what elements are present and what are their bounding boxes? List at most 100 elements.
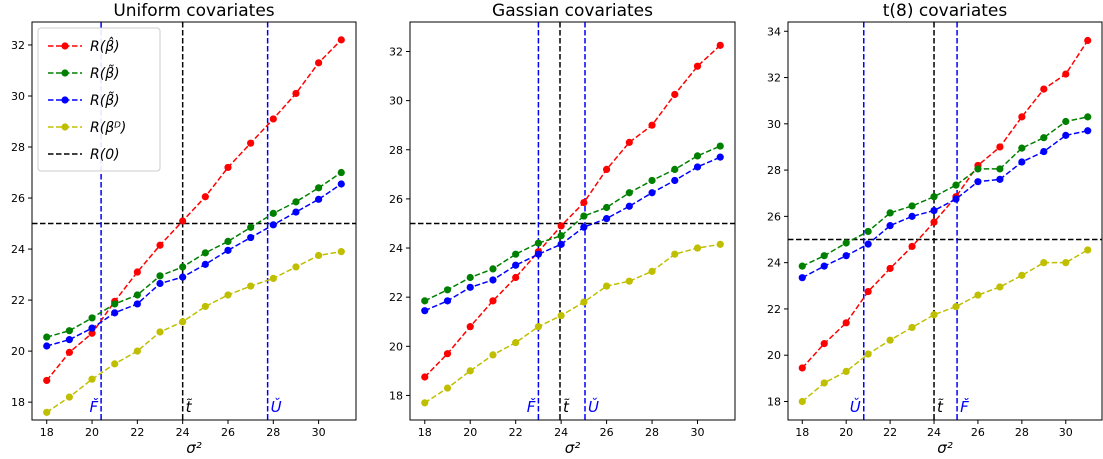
series-2-point-11 bbox=[1018, 144, 1026, 152]
y-tick-label-7: 30 bbox=[389, 95, 403, 108]
vline-label-1: Ǔ bbox=[850, 397, 861, 416]
series-4-point-8 bbox=[580, 298, 588, 306]
series-4-point-1 bbox=[421, 399, 429, 407]
series-line-3 bbox=[801, 130, 1088, 279]
series-1-point-12 bbox=[1040, 85, 1048, 93]
series-3-point-12 bbox=[671, 176, 679, 185]
series-3-point-10 bbox=[625, 202, 633, 210]
series-3-point-8 bbox=[580, 223, 588, 231]
legend-label-1: R(β̂) bbox=[90, 36, 120, 55]
chart-panel-3: t(8) covariates Ǔ t̃ F̌ 18 20 22 24 26 28 30 18 20 22… bbox=[767, 1, 1103, 457]
y-tick-label-9: 34 bbox=[767, 25, 781, 38]
series-3-point-7 bbox=[930, 206, 938, 215]
series-3-point-3 bbox=[842, 252, 850, 260]
series-4-point-12 bbox=[292, 263, 300, 271]
series-3-point-5 bbox=[133, 300, 141, 308]
series-3-point-6 bbox=[908, 212, 916, 220]
series-1-point-13 bbox=[315, 59, 323, 67]
series-line-2 bbox=[46, 171, 342, 338]
series-2-point-4 bbox=[864, 227, 872, 236]
series-2-point-10 bbox=[625, 189, 633, 197]
series-line-4 bbox=[801, 249, 1089, 403]
series-2-point-2 bbox=[65, 327, 73, 335]
x-axis-label: σ² bbox=[565, 439, 581, 457]
x-tick-label-1: 18 bbox=[795, 426, 809, 439]
series-4-point-10 bbox=[247, 282, 255, 290]
x-tick-label-4: 24 bbox=[176, 426, 190, 439]
series-3-point-14 bbox=[716, 153, 724, 161]
legend-label-4: R(βᴰ) bbox=[90, 120, 126, 136]
series-4-point-9 bbox=[224, 291, 232, 299]
chart-panel-1: Uniform covariates F̌ t̃ Ǔ 18 20 22 24 26 28 30 18 2… bbox=[11, 1, 357, 457]
series-4-point-4 bbox=[489, 351, 497, 359]
series-4-point-7 bbox=[557, 311, 565, 320]
series-1-point-13 bbox=[1062, 70, 1070, 78]
chart-title: t(8) covariates bbox=[883, 1, 1008, 21]
series-3-point-2 bbox=[443, 297, 452, 305]
y-tick-label-5: 26 bbox=[11, 192, 25, 205]
series-2-point-5 bbox=[133, 291, 141, 299]
series-3-point-10 bbox=[247, 233, 255, 242]
series-4-point-10 bbox=[625, 277, 633, 285]
legend-label-5: R(0) bbox=[90, 147, 120, 163]
series-2-point-13 bbox=[693, 152, 702, 160]
vline-label-2: t̃ bbox=[186, 397, 193, 416]
series-line-1 bbox=[424, 44, 721, 378]
series-3-point-11 bbox=[1018, 158, 1026, 166]
series-4-point-9 bbox=[602, 282, 611, 290]
series-4-point-3 bbox=[466, 367, 474, 375]
series-3-point-9 bbox=[224, 246, 232, 254]
series-1-point-8 bbox=[201, 193, 209, 201]
series-1-point-8 bbox=[580, 198, 588, 207]
chart-title: Uniform covariates bbox=[113, 1, 274, 21]
y-tick-label-2: 20 bbox=[767, 349, 781, 362]
series-4-point-11 bbox=[269, 274, 277, 283]
y-tick-label-2: 20 bbox=[389, 340, 403, 353]
series-1-point-2 bbox=[443, 350, 452, 358]
series-2-point-10 bbox=[996, 165, 1004, 173]
series-3-point-2 bbox=[820, 262, 828, 270]
series-4-point-7 bbox=[930, 311, 938, 319]
series-2-point-6 bbox=[156, 272, 164, 280]
vline-label-2: t̃ bbox=[937, 397, 944, 416]
series-2-point-8 bbox=[952, 181, 960, 189]
series-3-point-7 bbox=[557, 240, 565, 248]
series-3-point-7 bbox=[179, 273, 187, 281]
series-3-point-1 bbox=[798, 274, 806, 282]
x-tick-label-3: 22 bbox=[509, 426, 523, 439]
legend-marker-1 bbox=[61, 42, 69, 50]
chart-panel-2: Gassian covariates F̌ t̃ Ǔ 18 20 22 24 26 28 30 18 2… bbox=[389, 1, 736, 457]
series-3-point-5 bbox=[512, 261, 520, 269]
y-tick-label-1: 18 bbox=[389, 389, 403, 402]
series-3-point-12 bbox=[292, 208, 300, 216]
series-4-point-3 bbox=[88, 375, 96, 383]
x-tick-label-4: 24 bbox=[927, 426, 941, 439]
series-4-point-6 bbox=[156, 328, 164, 336]
series-3-point-6 bbox=[156, 279, 164, 288]
series-line-4 bbox=[46, 250, 342, 413]
series-4-point-13 bbox=[315, 251, 323, 260]
series-line-3 bbox=[46, 183, 342, 347]
series-2-point-7 bbox=[557, 232, 565, 240]
series-1-point-10 bbox=[625, 138, 633, 146]
legend-marker-4 bbox=[61, 123, 69, 131]
series-2-point-3 bbox=[842, 239, 850, 247]
series-1-point-14 bbox=[1084, 36, 1092, 45]
y-tick-label-8: 32 bbox=[767, 72, 781, 85]
x-tick-label-6: 28 bbox=[645, 426, 659, 439]
series-4-point-12 bbox=[671, 250, 679, 258]
vline-label-1: F̌ bbox=[89, 397, 99, 416]
legend-label-2: R(β̃) bbox=[90, 64, 120, 82]
x-tick-label-3: 22 bbox=[883, 426, 897, 439]
series-1-point-11 bbox=[269, 115, 277, 123]
x-tick-label-5: 26 bbox=[600, 426, 614, 439]
series-2-point-11 bbox=[648, 176, 656, 185]
axes-frame bbox=[31, 21, 357, 421]
y-tick-label-4: 24 bbox=[767, 257, 781, 270]
x-tick-label-1: 18 bbox=[40, 426, 54, 439]
series-2-point-12 bbox=[671, 165, 679, 174]
series-2-point-9 bbox=[602, 203, 611, 212]
x-tick-label-6: 28 bbox=[1015, 426, 1029, 439]
series-4-point-14 bbox=[1084, 246, 1092, 254]
series-2-point-14 bbox=[1084, 113, 1092, 121]
